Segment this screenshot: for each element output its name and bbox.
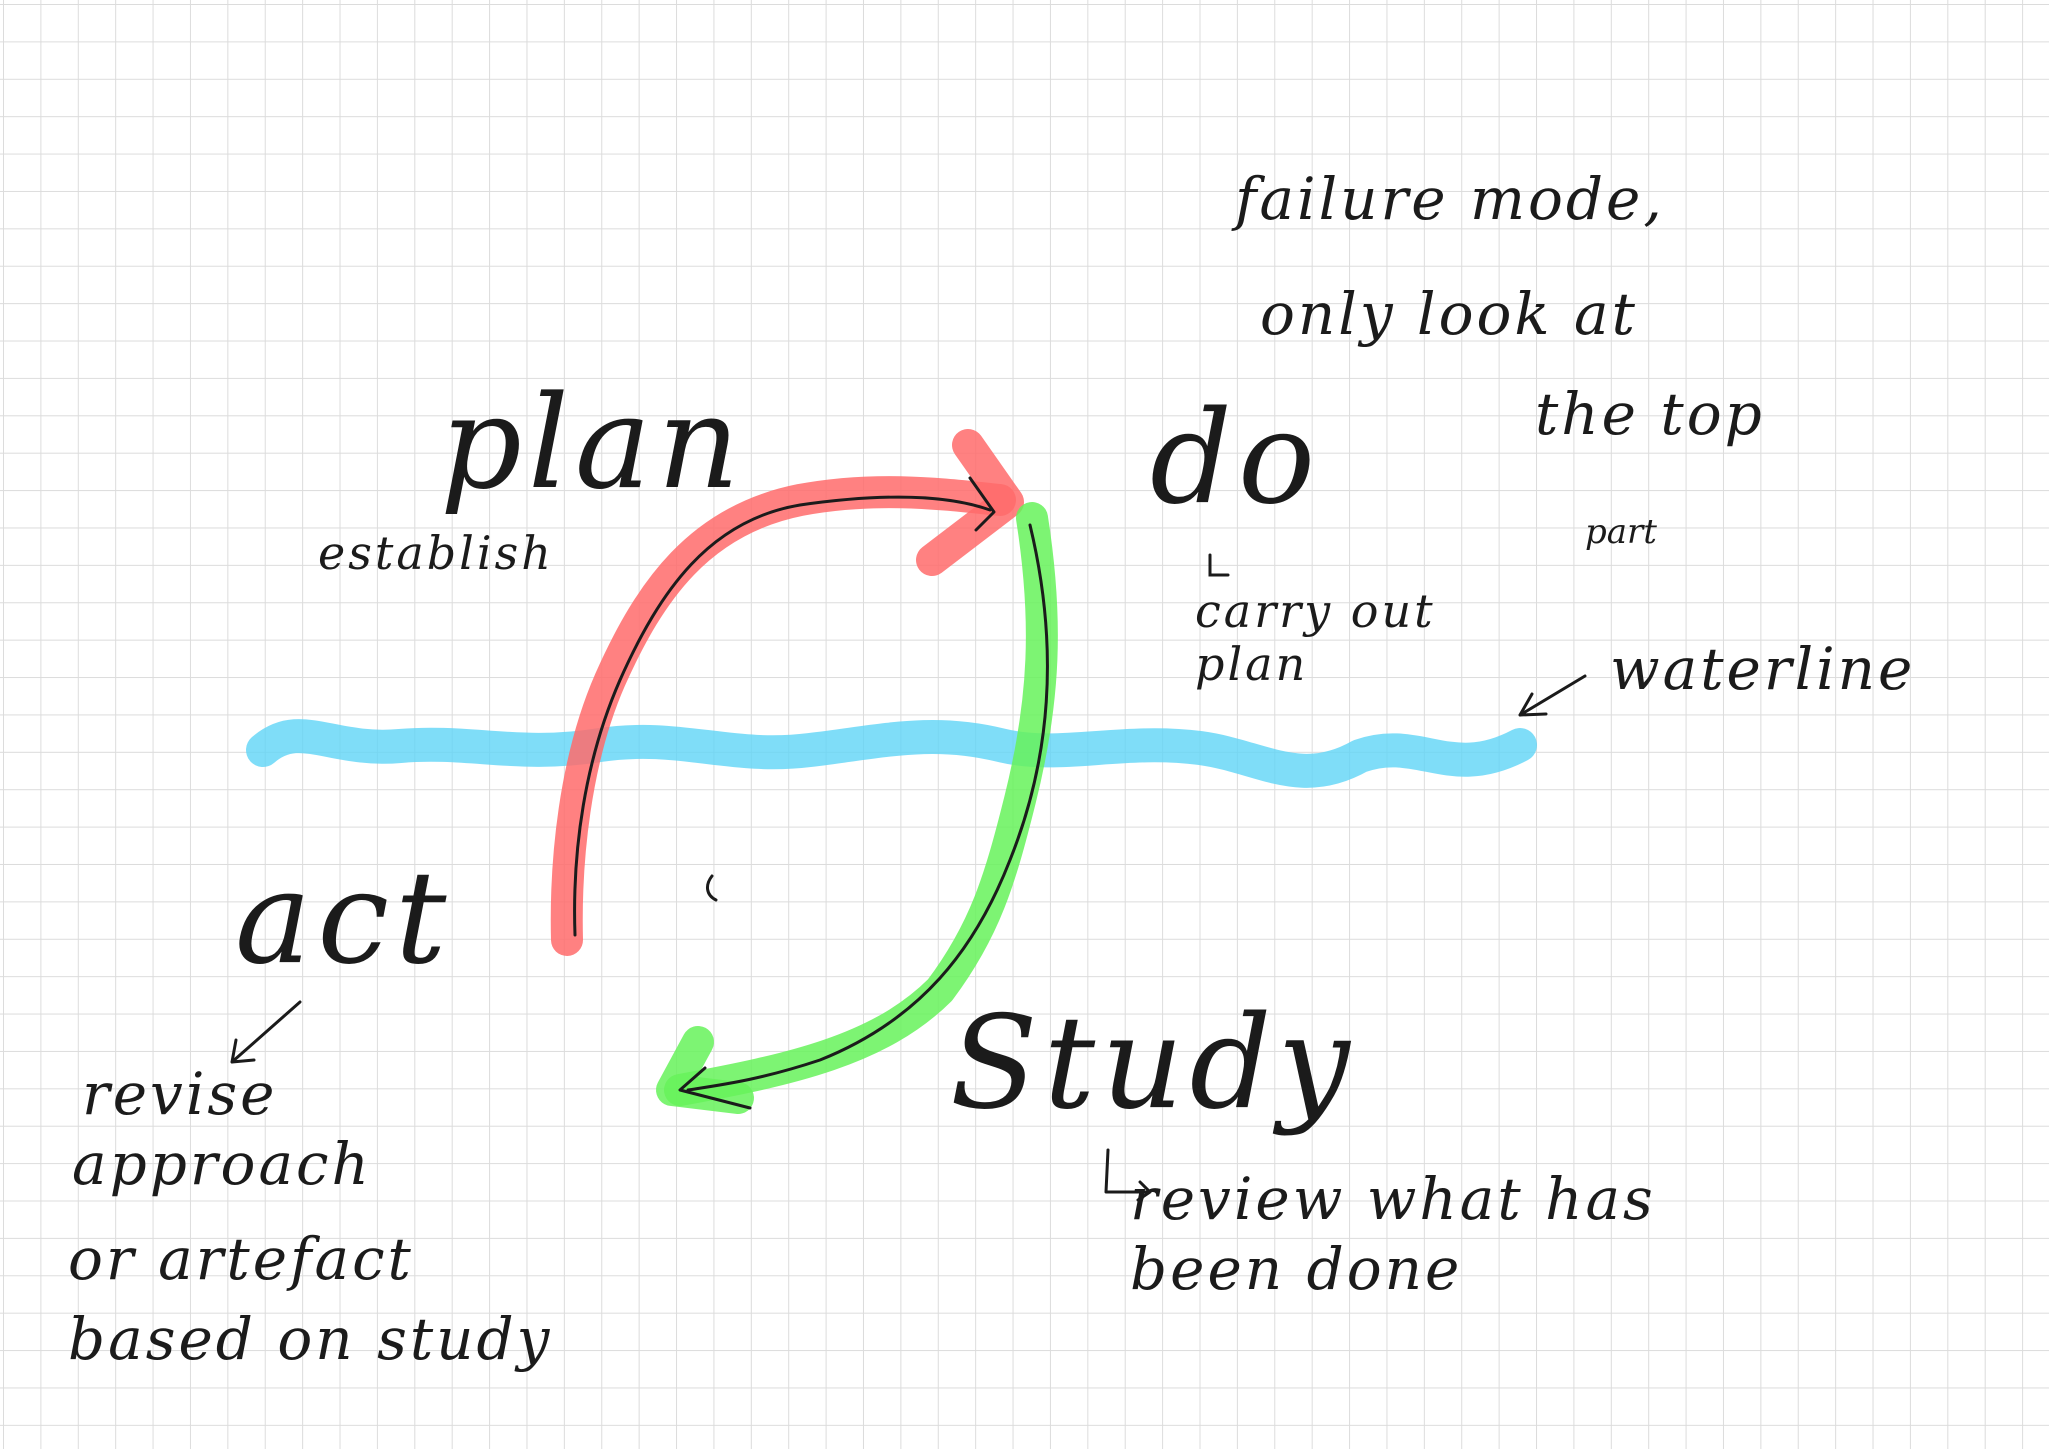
act-detail-line-3: or artefact bbox=[68, 1225, 414, 1293]
waterline-stroke bbox=[246, 719, 1537, 788]
waterline-pointer-arrow bbox=[1518, 674, 1587, 717]
act-detail-line-4: based on study bbox=[68, 1305, 553, 1373]
plan-to-do-pen-line bbox=[573, 495, 992, 937]
plan-to-do-arrow-stroke bbox=[550, 476, 1016, 956]
do-to-study-arrow-stroke bbox=[664, 502, 1058, 1106]
plan-to-do-arrowhead-stroke bbox=[916, 429, 1024, 576]
failure-note-line-3: the top bbox=[1535, 380, 1765, 448]
study-detail: review what has been done bbox=[1130, 1165, 1656, 1303]
do-to-study-pen-arrowhead bbox=[678, 1066, 752, 1110]
failure-note-line-2: only look at bbox=[1260, 280, 1638, 348]
do-to-study-pen-line bbox=[686, 523, 1049, 1092]
do-detail-pointer bbox=[1208, 553, 1230, 577]
act-label: act bbox=[235, 844, 453, 993]
plan-detail: establish bbox=[318, 526, 554, 580]
failure-note-line-4: part bbox=[1585, 512, 1657, 552]
act-detail-pointer-arrow bbox=[230, 1000, 302, 1064]
do-to-study-arrowhead-stroke bbox=[656, 1026, 754, 1114]
act-detail-line-2: approach bbox=[72, 1130, 372, 1198]
plan-to-do-pen-arrowhead bbox=[968, 476, 996, 532]
study-detail-pointer bbox=[1104, 1148, 1152, 1202]
do-detail: carry out plan bbox=[1195, 584, 1436, 691]
plan-label: plan bbox=[440, 369, 746, 518]
act-detail-line-1: revise bbox=[82, 1060, 278, 1128]
waterline-label: waterline bbox=[1610, 635, 1916, 703]
study-label: Study bbox=[950, 989, 1356, 1138]
do-label: do bbox=[1150, 384, 1321, 533]
failure-note-line-1: failure mode, bbox=[1235, 165, 1665, 233]
stray-pen-mark bbox=[706, 874, 718, 902]
